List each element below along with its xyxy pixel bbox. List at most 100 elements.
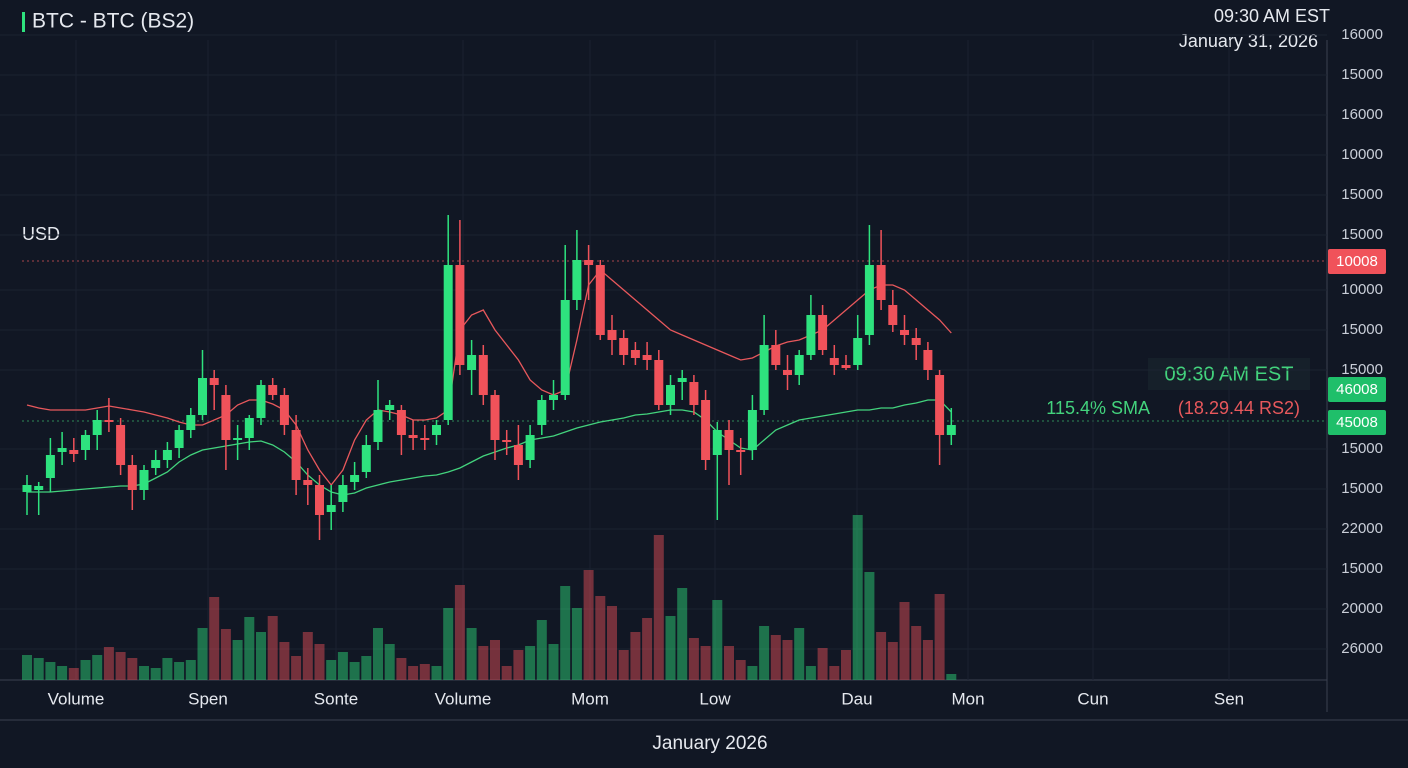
volume-bar (57, 666, 68, 680)
candle-body (900, 330, 909, 335)
volume-bar (829, 666, 840, 680)
volume-bar (513, 650, 524, 680)
volume-bar (782, 640, 793, 680)
y-tick-label: 15000 (1341, 361, 1383, 378)
volume-bar (817, 648, 828, 680)
volume-bar (852, 515, 863, 680)
candle-body (794, 355, 804, 375)
price-badge (1328, 377, 1386, 402)
volume-bar (419, 664, 430, 680)
volume-bar (220, 629, 231, 680)
candle-body (712, 430, 722, 455)
volume-bar (92, 655, 103, 680)
x-tick-label: Volume (48, 689, 105, 708)
y-tick-label: 15000 (1341, 186, 1383, 203)
price-badge-label: 46008 (1336, 381, 1378, 398)
candle-body (911, 338, 921, 345)
rs-label: (18.29.44 RS2) (1178, 398, 1300, 418)
volume-bar (735, 660, 746, 680)
volume-bar (899, 602, 910, 680)
candle-body (607, 330, 617, 340)
y-tick-label: 10000 (1341, 146, 1383, 163)
candle-body (654, 360, 664, 405)
volume-bar (139, 666, 149, 680)
volume-bar (805, 666, 816, 680)
candle-body (876, 265, 886, 300)
candle-body (104, 420, 114, 422)
candle-body (783, 370, 792, 375)
candle-body (373, 410, 383, 442)
candle-body (595, 265, 605, 335)
candle-body (946, 425, 956, 435)
candle-body (759, 345, 769, 410)
volume-bar (232, 640, 243, 680)
candle-body (326, 505, 336, 512)
volume-bar (45, 662, 56, 680)
title-marker (22, 12, 25, 32)
candle-body (385, 405, 395, 410)
volume-bar (571, 608, 582, 680)
volume-bar (115, 652, 126, 680)
candle-body (396, 410, 406, 435)
candle-body (841, 365, 851, 368)
candle-body (701, 400, 711, 460)
candle-body (584, 260, 594, 265)
candle-body (408, 435, 418, 438)
volume-bar (302, 632, 313, 680)
y-tick-label: 20000 (1341, 600, 1383, 617)
candle-body (560, 300, 570, 395)
volume-bar (525, 646, 536, 680)
volume-bar (314, 644, 325, 680)
volume-bar (653, 535, 664, 680)
candle-body (361, 445, 371, 472)
volume-bar (150, 668, 161, 680)
volume-bar (490, 640, 500, 680)
candle-body (935, 375, 945, 435)
candle-body (279, 395, 289, 425)
volume-bar (373, 628, 383, 680)
volume-bar (642, 618, 653, 680)
volume-bar (712, 600, 723, 680)
volume-bar (408, 666, 419, 680)
candle-body (233, 438, 243, 440)
candle-body (162, 450, 172, 460)
volume-bar (256, 632, 266, 680)
volume-bar (560, 586, 571, 680)
volume-bar (478, 646, 489, 680)
volume-bar (548, 644, 559, 680)
volume-bar (607, 606, 617, 680)
candle-body (853, 338, 863, 365)
candle-body (57, 448, 67, 452)
volume-bar (630, 632, 641, 680)
candle-body (549, 395, 558, 400)
candle-body (736, 450, 746, 452)
volume-bar (396, 658, 407, 680)
price-badge-label: 10008 (1336, 253, 1378, 270)
candle-body (315, 485, 324, 515)
x-tick-label: Cun (1077, 689, 1108, 708)
volume-bar (244, 617, 255, 680)
x-tick-label: Mom (571, 689, 609, 708)
x-tick-label: Mon (951, 689, 984, 708)
candle-body (432, 425, 441, 435)
volume-bar (68, 668, 79, 680)
candle-body (771, 345, 781, 365)
volume-bar (291, 656, 302, 680)
candle-body (186, 415, 196, 430)
candle-body (303, 480, 313, 485)
y-tick-label: 16000 (1341, 26, 1383, 43)
volume-bar (922, 640, 933, 680)
y-tick-label: 15000 (1341, 66, 1383, 83)
candle-body (338, 485, 348, 502)
volume-bar (688, 638, 699, 680)
candle-body (888, 305, 898, 325)
candle-body (221, 395, 231, 440)
candle-body (689, 382, 699, 405)
volume-bar (934, 594, 945, 680)
candle-body (127, 465, 137, 490)
volume-bar (162, 658, 173, 680)
candle-body (350, 475, 360, 482)
volume-bar (876, 632, 887, 680)
